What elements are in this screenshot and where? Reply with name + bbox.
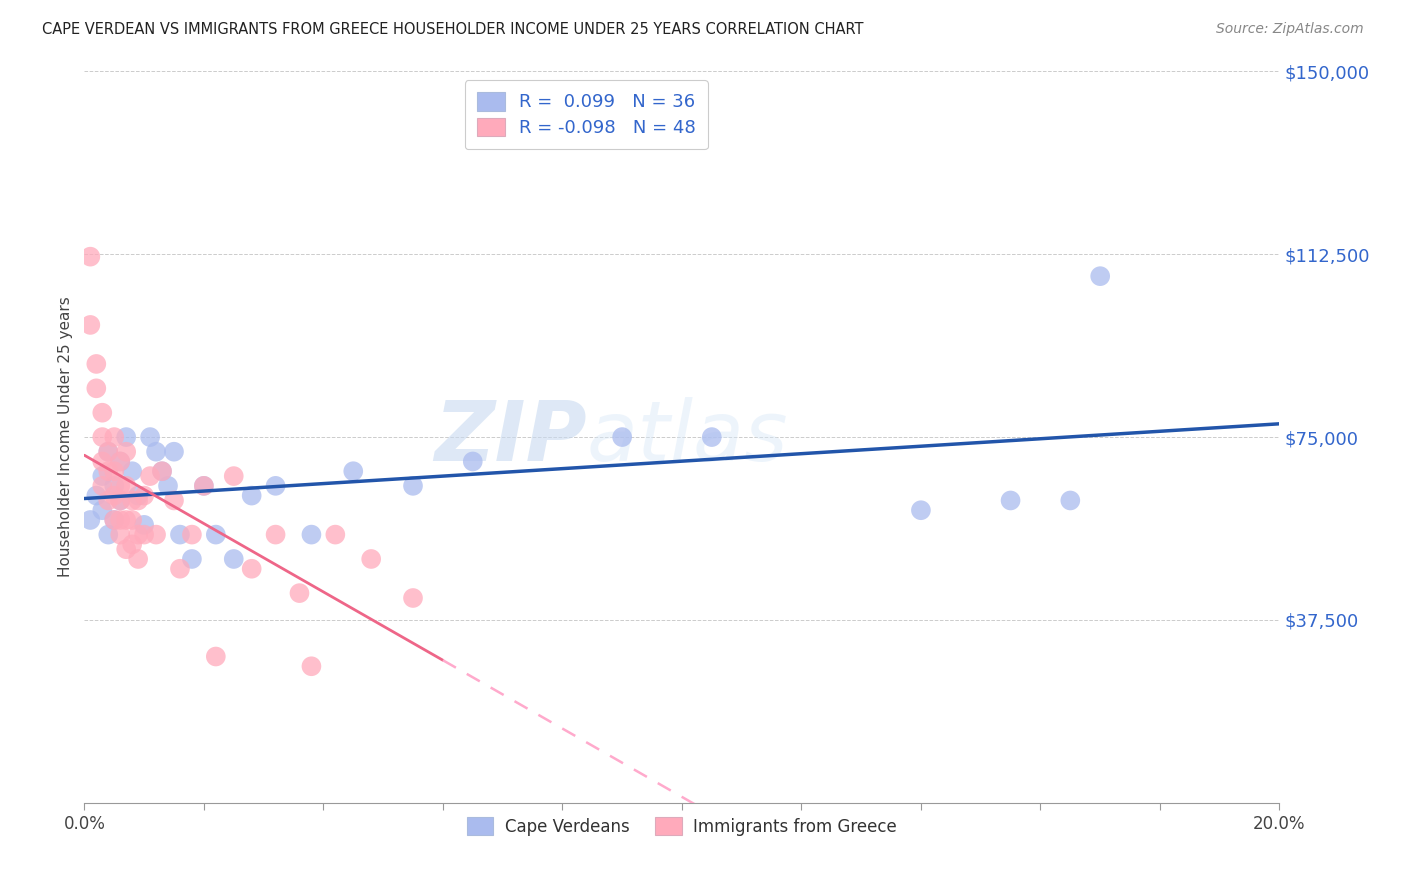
Point bbox=[132, 527, 156, 541]
Point bbox=[240, 489, 263, 503]
Point bbox=[110, 493, 132, 508]
Point bbox=[301, 659, 323, 673]
Point bbox=[360, 552, 382, 566]
Point bbox=[79, 250, 101, 264]
Point bbox=[222, 552, 245, 566]
Point bbox=[301, 527, 323, 541]
Point bbox=[169, 562, 191, 576]
Point bbox=[103, 464, 125, 478]
Point bbox=[461, 454, 484, 468]
Text: Source: ZipAtlas.com: Source: ZipAtlas.com bbox=[1216, 22, 1364, 37]
Point bbox=[163, 444, 186, 458]
Point bbox=[103, 479, 125, 493]
Point bbox=[205, 649, 228, 664]
Point bbox=[97, 493, 120, 508]
Point bbox=[91, 503, 114, 517]
Point bbox=[110, 513, 132, 527]
Y-axis label: Householder Income Under 25 years: Householder Income Under 25 years bbox=[58, 297, 73, 577]
Point bbox=[103, 513, 125, 527]
Point bbox=[115, 444, 138, 458]
Text: ZIP: ZIP bbox=[433, 397, 586, 477]
Point bbox=[1090, 269, 1112, 284]
Point bbox=[115, 513, 138, 527]
Point bbox=[139, 469, 162, 483]
Point bbox=[163, 493, 186, 508]
Point bbox=[132, 489, 156, 503]
Point bbox=[110, 479, 132, 493]
Point bbox=[181, 552, 204, 566]
Point bbox=[103, 430, 125, 444]
Point bbox=[193, 479, 215, 493]
Point bbox=[110, 493, 132, 508]
Point bbox=[700, 430, 723, 444]
Point bbox=[132, 517, 156, 532]
Text: atlas: atlas bbox=[586, 397, 787, 477]
Point bbox=[1000, 493, 1022, 508]
Point bbox=[139, 430, 162, 444]
Point bbox=[264, 527, 287, 541]
Point bbox=[91, 454, 114, 468]
Point bbox=[97, 444, 120, 458]
Point bbox=[402, 591, 425, 605]
Point bbox=[121, 513, 143, 527]
Point bbox=[97, 464, 120, 478]
Text: CAPE VERDEAN VS IMMIGRANTS FROM GREECE HOUSEHOLDER INCOME UNDER 25 YEARS CORRELA: CAPE VERDEAN VS IMMIGRANTS FROM GREECE H… bbox=[42, 22, 863, 37]
Legend: Cape Verdeans, Immigrants from Greece: Cape Verdeans, Immigrants from Greece bbox=[454, 804, 910, 849]
Point bbox=[97, 527, 120, 541]
Point bbox=[169, 527, 191, 541]
Point bbox=[612, 430, 634, 444]
Point bbox=[79, 513, 101, 527]
Point bbox=[205, 527, 228, 541]
Point bbox=[110, 454, 132, 468]
Point bbox=[127, 489, 149, 503]
Point bbox=[121, 493, 143, 508]
Point bbox=[103, 489, 125, 503]
Point bbox=[115, 542, 138, 557]
Point bbox=[91, 406, 114, 420]
Point bbox=[103, 513, 125, 527]
Point bbox=[1059, 493, 1081, 508]
Point bbox=[110, 454, 132, 468]
Point bbox=[121, 464, 143, 478]
Point bbox=[150, 464, 173, 478]
Point bbox=[150, 464, 173, 478]
Point bbox=[342, 464, 364, 478]
Point bbox=[115, 430, 138, 444]
Point bbox=[181, 527, 204, 541]
Point bbox=[97, 444, 120, 458]
Point bbox=[240, 562, 263, 576]
Point bbox=[222, 469, 245, 483]
Point bbox=[402, 479, 425, 493]
Point bbox=[91, 430, 114, 444]
Point bbox=[325, 527, 347, 541]
Point bbox=[79, 318, 101, 332]
Point bbox=[121, 537, 143, 551]
Point bbox=[86, 357, 108, 371]
Point bbox=[145, 444, 167, 458]
Point bbox=[288, 586, 311, 600]
Point bbox=[86, 489, 108, 503]
Point bbox=[110, 527, 132, 541]
Point bbox=[86, 381, 108, 395]
Point bbox=[910, 503, 932, 517]
Point bbox=[264, 479, 287, 493]
Point bbox=[127, 552, 149, 566]
Point bbox=[127, 527, 149, 541]
Point bbox=[91, 479, 114, 493]
Point bbox=[145, 527, 167, 541]
Point bbox=[127, 493, 149, 508]
Point bbox=[193, 479, 215, 493]
Point bbox=[157, 479, 180, 493]
Point bbox=[91, 469, 114, 483]
Point bbox=[115, 479, 138, 493]
